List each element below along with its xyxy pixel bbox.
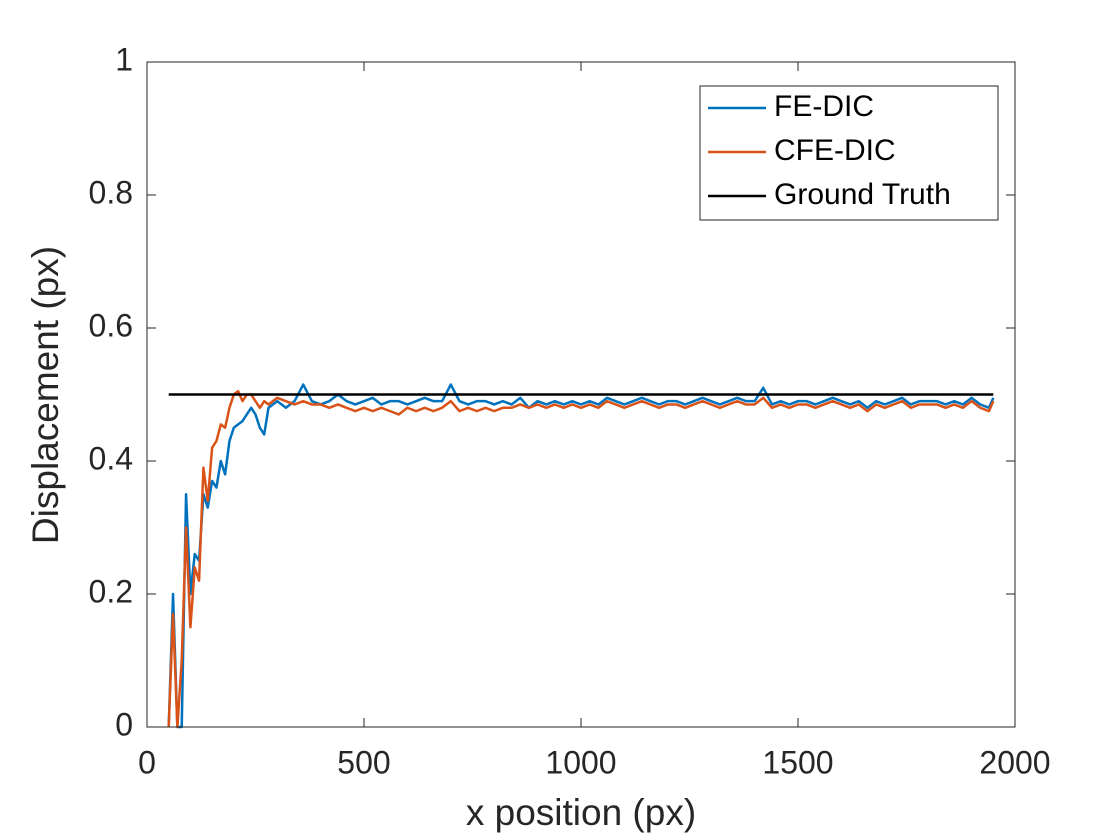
- x-axis-label: x position (px): [466, 792, 696, 833]
- legend-label: Ground Truth: [774, 178, 951, 211]
- legend-label: FE-DIC: [774, 90, 874, 123]
- y-tick-label: 0.2: [89, 573, 133, 609]
- y-tick-label: 0.8: [89, 174, 133, 210]
- y-tick-label: 0: [115, 706, 133, 742]
- legend-label: CFE-DIC: [774, 134, 896, 167]
- x-tick-label: 2000: [979, 744, 1050, 780]
- x-tick-label: 0: [138, 744, 156, 780]
- x-tick-label: 1500: [762, 744, 833, 780]
- x-tick-label: 1000: [545, 744, 616, 780]
- y-tick-label: 1: [115, 41, 133, 77]
- y-tick-label: 0.4: [89, 440, 133, 476]
- plot-frame: [146, 61, 1016, 728]
- y-axis-label: Displacement (px): [25, 246, 66, 544]
- y-tick-label: 0.6: [89, 307, 133, 343]
- x-tick-label: 500: [337, 744, 390, 780]
